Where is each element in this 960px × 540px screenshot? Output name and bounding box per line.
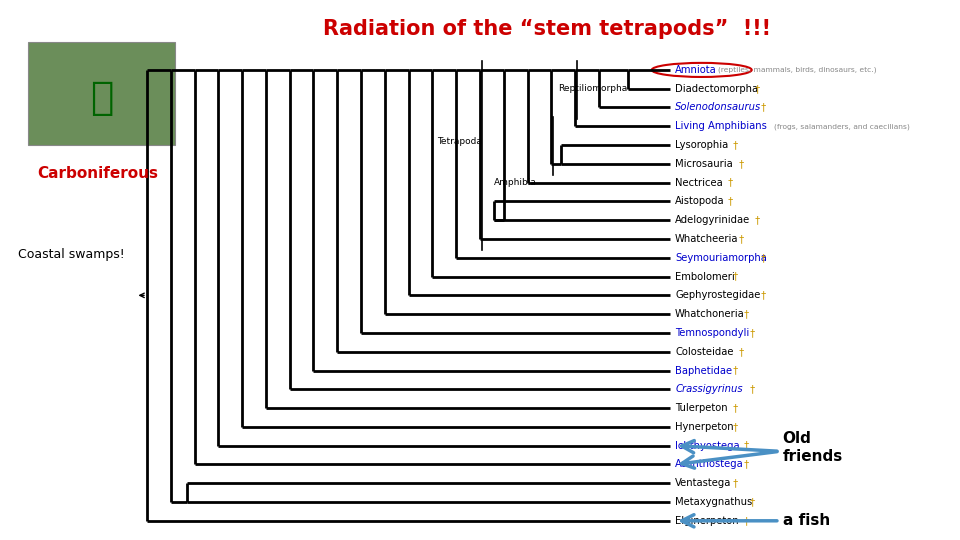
Text: †: † xyxy=(725,178,733,187)
Text: †: † xyxy=(741,460,750,469)
Text: Tulerpeton: Tulerpeton xyxy=(675,403,728,413)
Text: a fish: a fish xyxy=(782,514,829,528)
Text: Ventastega: Ventastega xyxy=(675,478,732,488)
Text: Baphetidae: Baphetidae xyxy=(675,366,732,375)
Text: †: † xyxy=(753,215,760,225)
Text: †: † xyxy=(735,347,744,357)
Text: †: † xyxy=(753,84,760,94)
Text: †: † xyxy=(731,140,738,150)
Text: †: † xyxy=(747,497,756,507)
Text: Metaxygnathus: Metaxygnathus xyxy=(675,497,753,507)
Text: †: † xyxy=(735,234,744,244)
Text: †: † xyxy=(735,159,744,169)
Text: Colosteidae: Colosteidae xyxy=(675,347,733,357)
Text: Tetrapoda: Tetrapoda xyxy=(437,137,482,146)
Text: (frogs, salamanders, and caecilians): (frogs, salamanders, and caecilians) xyxy=(774,123,909,130)
Text: Hynerpeton: Hynerpeton xyxy=(675,422,733,432)
Text: Solenodonsaurus: Solenodonsaurus xyxy=(675,103,761,112)
Text: Elginerpeton: Elginerpeton xyxy=(675,516,738,526)
Text: †: † xyxy=(747,328,756,338)
Text: Living Amphibians: Living Amphibians xyxy=(675,122,767,131)
Text: Carboniferous: Carboniferous xyxy=(37,166,158,181)
Text: Diadectomorpha: Diadectomorpha xyxy=(675,84,758,94)
Text: Whatcheeria: Whatcheeria xyxy=(675,234,738,244)
Text: †: † xyxy=(741,441,750,451)
Text: †: † xyxy=(731,478,738,488)
Text: Embolomeri: Embolomeri xyxy=(675,272,734,281)
Text: †: † xyxy=(725,197,733,206)
Text: Reptiliomorpha: Reptiliomorpha xyxy=(558,84,627,93)
Text: †: † xyxy=(757,291,766,300)
Text: †: † xyxy=(731,366,738,375)
Text: †: † xyxy=(757,103,766,112)
Text: Radiation of the “stem tetrapods”  !!!: Radiation of the “stem tetrapods” !!! xyxy=(323,18,771,38)
Text: †: † xyxy=(757,253,766,263)
Text: Ichthyostega: Ichthyostega xyxy=(675,441,740,451)
Text: Aistopoda: Aistopoda xyxy=(675,197,725,206)
Text: Nectricea: Nectricea xyxy=(675,178,723,187)
Text: Whatchoneria: Whatchoneria xyxy=(675,309,745,319)
Text: Microsauria: Microsauria xyxy=(675,159,732,169)
Text: Amniota: Amniota xyxy=(675,65,717,75)
Text: Seymouriamorpha: Seymouriamorpha xyxy=(675,253,767,263)
Text: †: † xyxy=(731,272,738,281)
Text: †: † xyxy=(731,403,738,413)
FancyBboxPatch shape xyxy=(28,42,176,145)
Text: Old
friends: Old friends xyxy=(782,431,843,464)
Text: †: † xyxy=(741,309,750,319)
Text: Coastal swamps!: Coastal swamps! xyxy=(18,247,125,260)
Text: Adelogyrinidae: Adelogyrinidae xyxy=(675,215,751,225)
Text: †: † xyxy=(731,422,738,432)
Text: (reptiles, mammals, birds, dinosaurs, etc.): (reptiles, mammals, birds, dinosaurs, et… xyxy=(718,66,877,73)
Text: Temnospondyli: Temnospondyli xyxy=(675,328,750,338)
Text: Lysorophia: Lysorophia xyxy=(675,140,729,150)
Text: Crassigyrinus: Crassigyrinus xyxy=(675,384,743,394)
Text: Gephyrostegidae: Gephyrostegidae xyxy=(675,291,760,300)
Text: 🌲: 🌲 xyxy=(90,79,113,117)
Text: †: † xyxy=(747,384,756,394)
Text: Amphibia: Amphibia xyxy=(494,178,538,187)
Text: †: † xyxy=(741,516,750,526)
Text: Acanthostega: Acanthostega xyxy=(675,460,744,469)
